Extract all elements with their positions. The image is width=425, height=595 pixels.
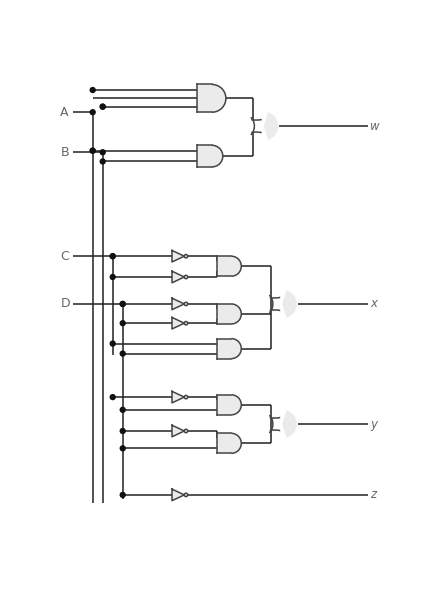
Bar [197, 145, 212, 167]
Circle shape [90, 148, 95, 153]
Circle shape [90, 87, 95, 92]
Bar [217, 256, 232, 276]
Circle shape [184, 321, 188, 325]
Bar [217, 339, 232, 359]
Text: z: z [370, 488, 376, 502]
Circle shape [120, 302, 125, 306]
Circle shape [90, 109, 95, 115]
Wedge shape [231, 339, 241, 359]
Circle shape [184, 396, 188, 399]
Polygon shape [172, 489, 184, 500]
Circle shape [120, 302, 125, 306]
Circle shape [184, 302, 188, 306]
Polygon shape [172, 250, 184, 262]
Circle shape [90, 148, 95, 153]
Circle shape [120, 351, 125, 356]
Bar [217, 395, 232, 415]
Bar [217, 304, 232, 324]
Wedge shape [212, 145, 223, 167]
Circle shape [120, 321, 125, 325]
Circle shape [110, 394, 115, 400]
Text: y: y [370, 418, 377, 431]
Circle shape [120, 493, 125, 497]
Circle shape [184, 275, 188, 278]
Wedge shape [231, 256, 241, 276]
Circle shape [110, 253, 115, 259]
Circle shape [184, 255, 188, 258]
Wedge shape [231, 433, 241, 453]
Circle shape [100, 104, 105, 109]
Bar [197, 84, 212, 112]
Circle shape [110, 274, 115, 280]
Circle shape [100, 104, 105, 109]
Circle shape [120, 428, 125, 433]
Circle shape [184, 493, 188, 497]
Circle shape [120, 408, 125, 412]
Circle shape [100, 159, 105, 164]
Wedge shape [212, 84, 226, 112]
Circle shape [184, 430, 188, 433]
Circle shape [110, 341, 115, 346]
Polygon shape [172, 392, 184, 403]
Circle shape [120, 446, 125, 451]
Text: B: B [60, 146, 69, 159]
Circle shape [100, 150, 105, 155]
Wedge shape [231, 304, 241, 324]
Wedge shape [264, 112, 278, 140]
Polygon shape [172, 317, 184, 329]
Polygon shape [172, 425, 184, 437]
Text: A: A [60, 106, 69, 119]
Wedge shape [282, 410, 297, 438]
Text: w: w [370, 120, 380, 133]
Circle shape [110, 253, 115, 259]
Wedge shape [231, 395, 241, 415]
Text: x: x [370, 298, 377, 311]
Text: D: D [60, 298, 70, 311]
Bar [217, 433, 232, 453]
Polygon shape [172, 271, 184, 283]
Polygon shape [172, 298, 184, 310]
Wedge shape [282, 290, 297, 318]
Text: C: C [60, 250, 69, 263]
